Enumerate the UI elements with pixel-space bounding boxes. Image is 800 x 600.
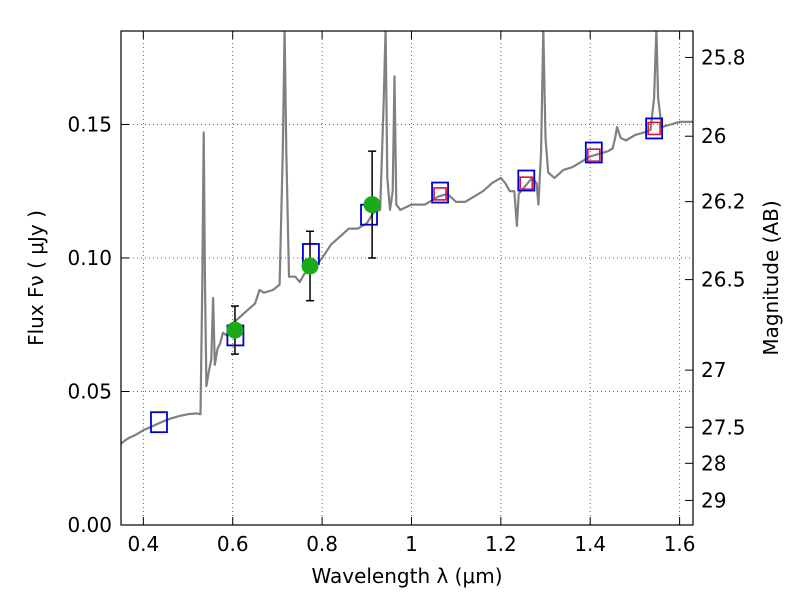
x-tick-label: 0.6	[217, 532, 249, 556]
observed-point	[226, 321, 244, 339]
grid-lines	[121, 31, 693, 526]
right-tick-label: 27	[701, 358, 726, 382]
right-tick-label: 26.2	[701, 190, 746, 214]
red-box-marker	[519, 176, 534, 191]
right-tick-label: 27.5	[701, 415, 746, 439]
right-tick-label: 28	[701, 451, 726, 475]
x-axis-label: Wavelength λ (μm)	[311, 564, 502, 588]
x-tick-label: 1	[405, 532, 418, 556]
y-tick-label: 0.05	[67, 379, 112, 403]
axis-ticks: 0.4 0.6 0.8 1 1.2 1.4 1.6 0.00 0.05 0.10 0.15 25.8 2…	[67, 31, 746, 556]
right-tick-label: 25.8	[701, 45, 746, 69]
plot-frame	[120, 30, 694, 526]
red-box-marker	[586, 148, 601, 162]
observed-point	[301, 257, 319, 275]
x-tick-label: 0.8	[306, 532, 338, 556]
right-tick-label: 26.5	[701, 268, 746, 292]
right-tick-label: 29	[701, 488, 726, 512]
x-tick-label: 1.2	[485, 532, 517, 556]
model-box-marker	[645, 117, 664, 140]
x-tick-label: 1.6	[664, 532, 696, 556]
model-box-marker	[431, 181, 449, 204]
red-box-marker	[647, 121, 661, 136]
model-box-marker	[517, 169, 536, 192]
spectrum-line	[121, 31, 693, 445]
right-tick-label: 26	[701, 124, 726, 148]
model-box-marker	[150, 411, 168, 434]
model-box-marker	[584, 141, 603, 164]
y-tick-label: 0.15	[67, 112, 112, 136]
y-axis-label: Flux Fν ( μJy )	[24, 210, 48, 346]
right-axis-label: Magnitude (AB)	[759, 200, 783, 355]
x-tick-label: 1.4	[574, 532, 606, 556]
x-tick-label: 0.4	[127, 532, 159, 556]
red-box-marker	[433, 187, 447, 201]
y-tick-label: 0.00	[67, 513, 112, 537]
y-tick-label: 0.10	[67, 246, 112, 270]
observed-point	[363, 196, 381, 214]
plot-area	[121, 31, 693, 445]
